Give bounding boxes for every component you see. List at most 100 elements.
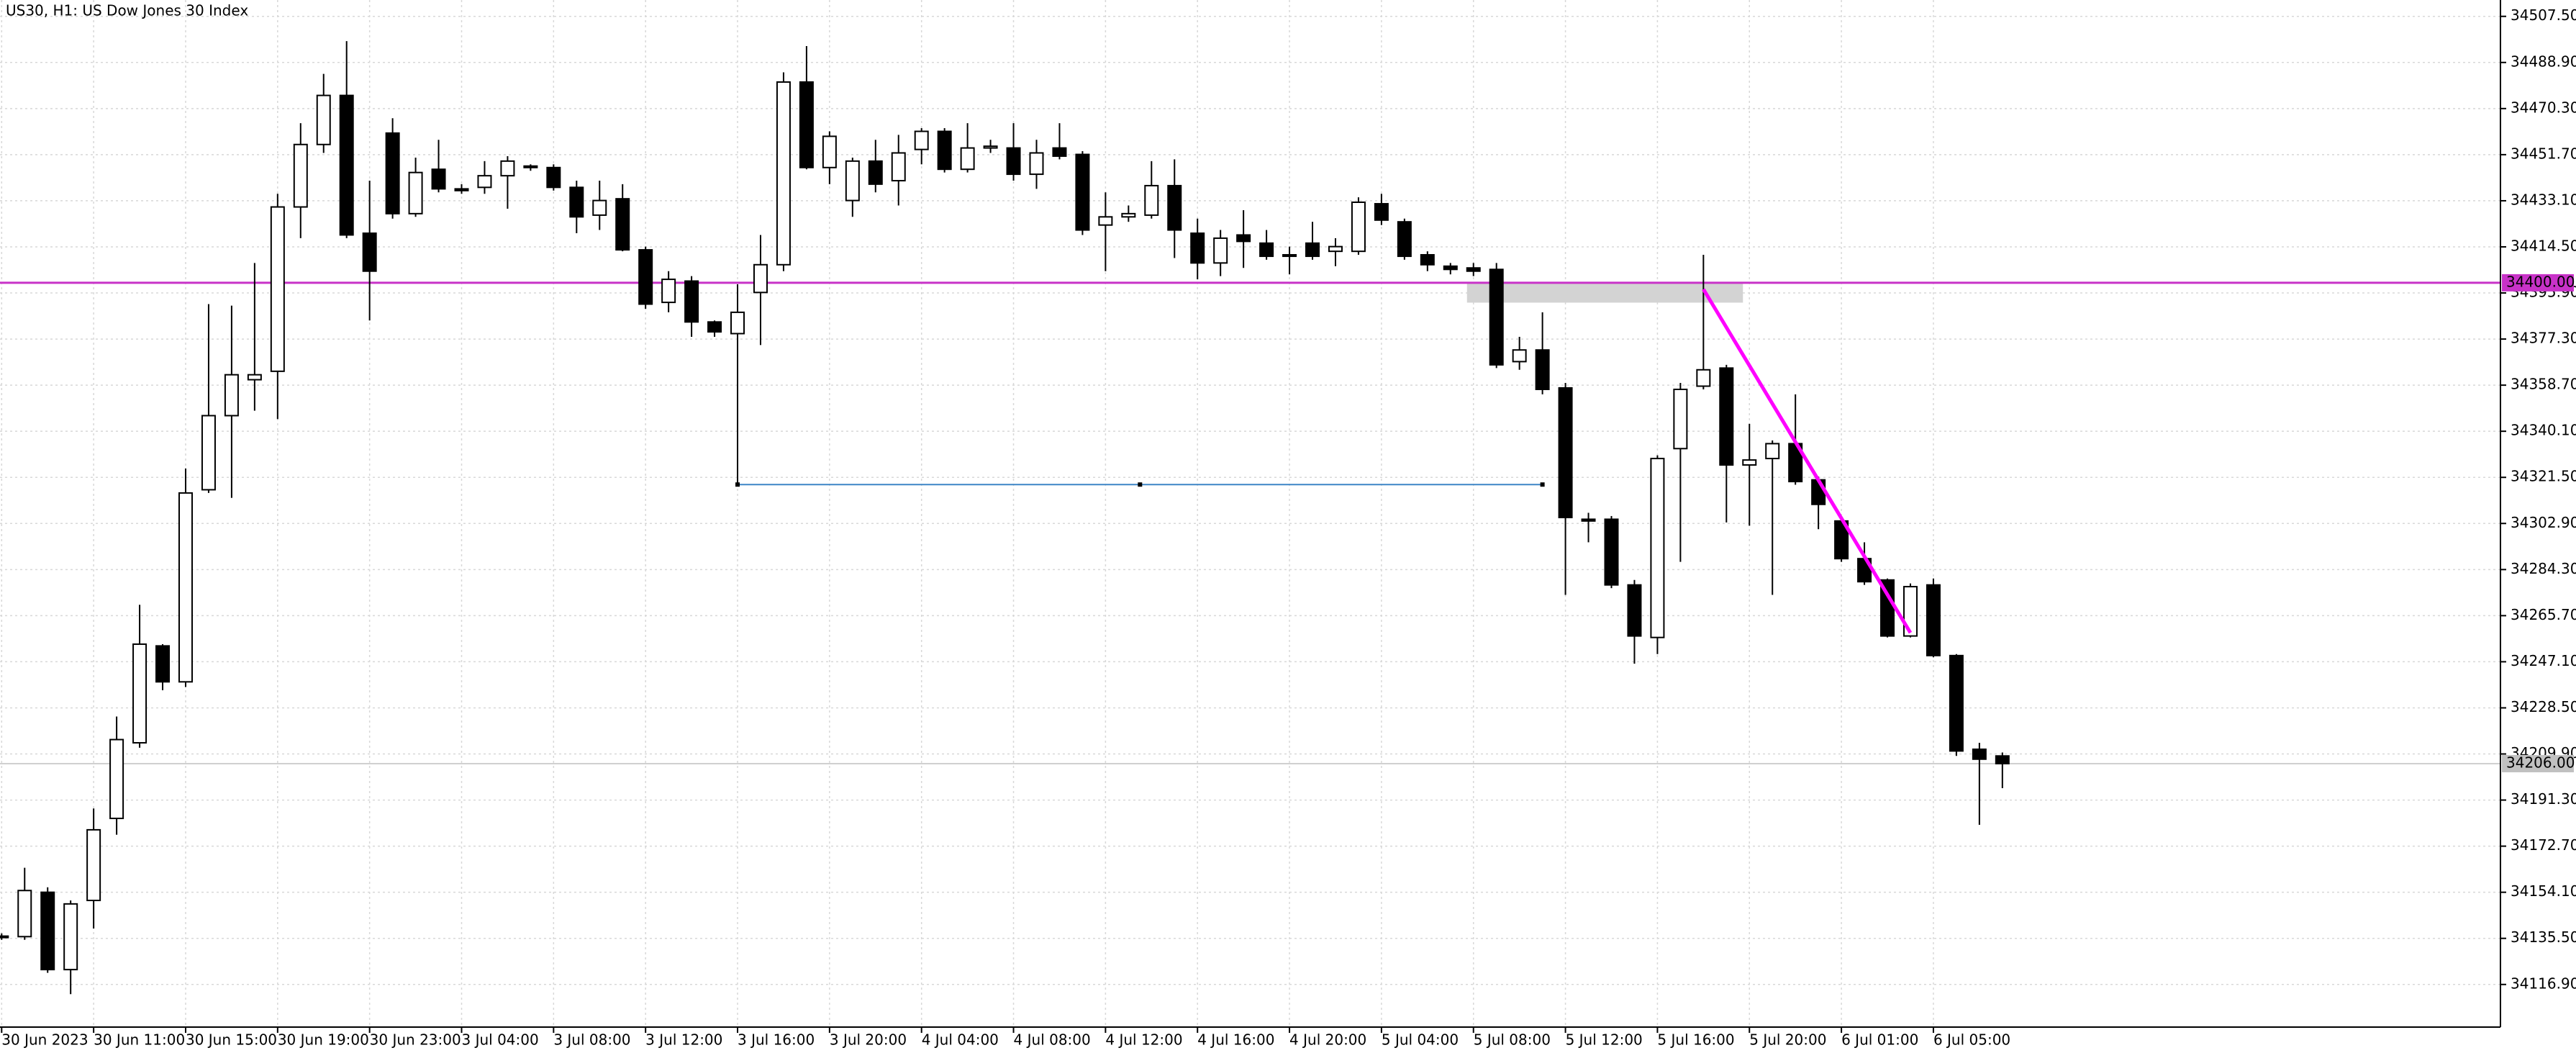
candle-body	[983, 145, 998, 149]
x-tick-label: 6 Jul 05:00	[1933, 1031, 2010, 1049]
candle-body	[638, 249, 653, 305]
current-price-label: 34206.00	[2506, 754, 2575, 771]
candle-body	[1052, 147, 1067, 157]
y-tick-label: 34488.90	[2511, 53, 2576, 70]
candle-body	[224, 374, 239, 417]
candle-body	[1075, 153, 1090, 231]
candle-body	[1627, 584, 1642, 637]
candle-body	[569, 186, 584, 218]
candle-body	[1558, 387, 1573, 519]
candle-body	[86, 828, 101, 902]
trendline	[1702, 288, 1913, 634]
candle-body	[1144, 184, 1159, 216]
candle-body	[247, 374, 262, 381]
candle-body	[661, 279, 676, 304]
axes	[0, 0, 2501, 1028]
y-tick-label: 34191.30	[2511, 790, 2576, 808]
x-tick-label: 30 Jun 15:00	[186, 1031, 277, 1049]
candle-body	[546, 166, 561, 189]
candle-body	[1213, 237, 1228, 264]
y-tick-label: 34284.30	[2511, 560, 2576, 577]
candle-body	[1489, 268, 1504, 366]
segment-anchor	[735, 482, 740, 487]
x-tick-label: 5 Jul 20:00	[1749, 1031, 1826, 1049]
x-tick-label: 3 Jul 20:00	[830, 1031, 907, 1049]
candle-body	[1719, 367, 1734, 466]
y-tick-label: 34340.10	[2511, 422, 2576, 439]
y-tick-label: 34414.50	[2511, 237, 2576, 254]
candle-body	[1236, 234, 1251, 243]
candle-body	[1282, 253, 1297, 258]
y-tick-label: 34302.90	[2511, 514, 2576, 531]
marks	[0, 41, 2500, 995]
candle-body	[1167, 184, 1182, 231]
y-tick-label: 34172.70	[2511, 836, 2576, 854]
x-tick-label: 4 Jul 16:00	[1197, 1031, 1274, 1049]
horizontal-line-label: 34400.00	[2506, 273, 2575, 290]
candle-body	[1535, 349, 1550, 390]
candle-body	[500, 160, 515, 177]
candle-body	[937, 130, 952, 171]
candle-body	[1902, 586, 1918, 637]
candle-body	[707, 321, 722, 333]
candle-body	[960, 147, 975, 171]
candle-body	[1190, 232, 1205, 264]
segment-anchor	[1540, 482, 1545, 487]
candle-body	[293, 143, 308, 208]
candle-body	[385, 132, 400, 214]
y-tick-label: 34358.70	[2511, 376, 2576, 393]
x-tick-label: 5 Jul 08:00	[1474, 1031, 1551, 1049]
current-price-tag	[2502, 754, 2574, 772]
candle-body	[316, 94, 331, 145]
candle-body	[891, 152, 906, 182]
candle-body	[454, 188, 469, 191]
candle-body	[1259, 242, 1274, 258]
candle-body	[1673, 388, 1688, 450]
candle-body	[684, 280, 699, 323]
y-tick-label: 34433.10	[2511, 191, 2576, 208]
candle-body	[1765, 443, 1780, 460]
candle-body	[1374, 203, 1389, 221]
y-tick-label: 34377.30	[2511, 330, 2576, 347]
y-tick-label: 34228.50	[2511, 698, 2576, 715]
candle-body	[1029, 152, 1044, 176]
candle-body	[270, 206, 285, 372]
x-tick-label: 3 Jul 16:00	[738, 1031, 815, 1049]
candle-body	[1397, 221, 1412, 258]
candle-body	[1420, 253, 1435, 266]
x-tick-label: 5 Jul 12:00	[1566, 1031, 1643, 1049]
candle-body	[1098, 216, 1113, 226]
horizontal-line-tag	[2502, 274, 2574, 292]
y-tick-label: 34451.70	[2511, 145, 2576, 162]
candle-body	[339, 94, 354, 236]
x-tick-label: 30 Jun 11:00	[94, 1031, 185, 1049]
x-tick-label: 4 Jul 04:00	[922, 1031, 999, 1049]
candle-body	[408, 171, 423, 214]
candle-body	[155, 645, 171, 683]
candle-body	[1949, 654, 1964, 752]
candle-body	[1604, 518, 1619, 586]
x-tick-label: 3 Jul 12:00	[645, 1031, 722, 1049]
candle-body	[730, 311, 745, 335]
candle-body	[63, 903, 78, 971]
candle-body	[914, 130, 929, 150]
x-tick-label: 3 Jul 08:00	[553, 1031, 630, 1049]
y-tick-label: 34116.90	[2511, 975, 2576, 992]
candle-body	[1972, 748, 1987, 760]
candle-body	[1443, 265, 1458, 271]
x-tick-label: 4 Jul 20:00	[1289, 1031, 1366, 1049]
candle-body	[799, 81, 814, 168]
segment-anchor	[1138, 482, 1143, 487]
x-tick-label: 30 Jun 2023	[1, 1031, 88, 1049]
y-tick-label: 34321.50	[2511, 468, 2576, 485]
candle-body	[592, 199, 607, 216]
candle-body	[845, 160, 860, 202]
candle-body	[1696, 369, 1711, 387]
candle-body	[1995, 755, 2010, 764]
candle-body	[1121, 212, 1136, 218]
candle-body	[40, 891, 55, 971]
candle-body	[1926, 584, 1941, 656]
y-tick-label: 34154.10	[2511, 882, 2576, 900]
x-tick-label: 4 Jul 12:00	[1105, 1031, 1182, 1049]
